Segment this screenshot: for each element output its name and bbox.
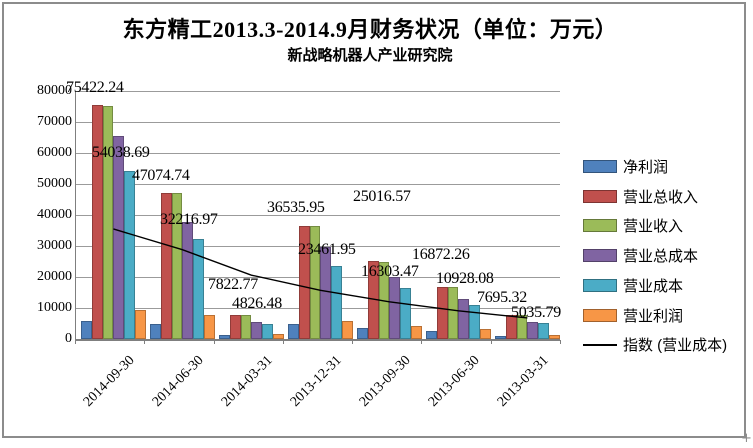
legend-label: 净利润: [623, 159, 669, 176]
bar-营业收入-2014-03-31: [240, 314, 252, 339]
legend-label: 营业利润: [623, 307, 684, 325]
gridline: [75, 153, 560, 154]
gridline: [75, 215, 560, 216]
bar-营业成本-2013-09-30: [400, 288, 411, 339]
data-label: 36535.95: [267, 199, 325, 216]
data-label: 54038.69: [92, 144, 150, 161]
bar-营业总收入-2014-03-31: [229, 314, 241, 339]
data-label: 75422.24: [66, 79, 124, 96]
bar-营业成本-2014-03-31: [262, 324, 273, 339]
legend-item-净利润: 净利润: [583, 156, 668, 177]
data-label: 47074.74: [132, 167, 190, 184]
data-label: 10928.08: [436, 270, 494, 287]
bar-营业成本-2013-06-30: [469, 305, 480, 339]
data-label: 23461.95: [298, 241, 356, 258]
bar-营业总收入-2013-03-31: [505, 315, 517, 339]
bar-营业利润-2014-06-30: [204, 315, 215, 339]
gridline: [75, 122, 560, 123]
y-axis-line: [75, 91, 76, 341]
chart-title: 东方精工2013.3-2014.9月财务状况（单位：万元）: [122, 17, 618, 42]
legend-label: 营业总成本: [623, 248, 699, 266]
legend-item-营业成本: 营业成本: [583, 275, 683, 296]
y-axis-tick-label: 20000: [37, 269, 72, 284]
y-axis-tick-label: 30000: [37, 238, 72, 253]
legend-item-营业总成本: 营业总成本: [583, 245, 698, 266]
bar-营业利润-2013-06-30: [480, 329, 491, 339]
y-axis-tick-label: 50000: [37, 176, 72, 191]
data-label: 5035.79: [511, 304, 561, 321]
x-axis-line: [75, 339, 560, 341]
bar-营业收入-2014-09-30: [102, 105, 114, 339]
resize-handle-icon: +: [741, 431, 752, 446]
bar-营业成本-2014-09-30: [124, 171, 135, 339]
gridline: [75, 184, 560, 185]
x-axis-tick: [213, 340, 215, 344]
x-axis-tick: [75, 340, 76, 344]
legend-label: 营业总收入: [623, 188, 699, 206]
bar-营业利润-2014-09-30: [135, 309, 146, 339]
data-label: 32216.97: [160, 211, 218, 228]
data-label: 16303.47: [361, 263, 419, 280]
x-axis-tick: [282, 340, 284, 344]
y-axis-tick-label: 40000: [37, 207, 72, 222]
bar-营业总成本-2014-06-30: [182, 221, 194, 339]
y-axis-tick-label: 10000: [37, 300, 72, 315]
y-axis-tick-label: 70000: [37, 114, 72, 129]
bar-净利润-2013-03-31: [495, 336, 506, 339]
bar-营业成本-2013-12-31: [331, 266, 342, 339]
legend-item-指数 (营业成本): 指数 (营业成本): [583, 334, 727, 355]
bar-净利润-2013-12-31: [288, 324, 299, 339]
bar-营业收入-2013-03-31: [516, 315, 528, 339]
legend-label: 营业收入: [623, 218, 684, 236]
gridline: [75, 91, 560, 92]
bar-营业总收入-2014-09-30: [91, 105, 103, 339]
legend-line-swatch: [583, 343, 617, 346]
y-axis-tick-label: 60000: [37, 145, 72, 160]
bar-净利润-2013-09-30: [357, 328, 368, 339]
data-label: 7822.77: [208, 276, 258, 293]
bar-净利润-2014-03-31: [219, 335, 230, 339]
bar-营业总成本-2013-06-30: [458, 299, 470, 339]
legend-item-营业总收入: 营业总收入: [583, 186, 698, 207]
bar-营业成本-2014-06-30: [193, 239, 204, 339]
legend-item-营业收入: 营业收入: [583, 215, 683, 236]
bar-营业收入-2013-06-30: [447, 286, 459, 339]
bar-净利润-2014-06-30: [150, 323, 161, 339]
legend-color-swatch: [583, 160, 617, 173]
y-axis-tick-label: 0: [65, 331, 72, 346]
bar-净利润-2014-09-30: [81, 321, 92, 339]
bar-营业总成本-2014-03-31: [251, 321, 263, 339]
bar-营业总成本-2013-03-31: [527, 322, 539, 339]
bar-营业利润-2014-03-31: [273, 334, 284, 339]
bar-营业总成本-2014-09-30: [113, 135, 125, 339]
x-axis-tick: [144, 340, 146, 344]
bar-营业成本-2013-03-31: [538, 323, 549, 339]
data-label: 16872.26: [412, 246, 470, 263]
bar-净利润-2013-06-30: [426, 331, 437, 339]
data-label: 4826.48: [232, 295, 282, 312]
legend-color-swatch: [583, 189, 617, 203]
data-label: 7695.32: [477, 289, 527, 306]
bar-营业总成本-2013-09-30: [389, 277, 401, 339]
legend-color-swatch: [583, 219, 617, 233]
legend-label: 营业成本: [623, 277, 684, 295]
x-axis-tick: [490, 340, 492, 344]
bar-营业利润-2013-09-30: [411, 325, 422, 339]
chart-subtitle: 新战略机器人产业研究院: [287, 48, 453, 64]
bar-营业总成本-2013-12-31: [320, 246, 332, 339]
bar-营业利润-2013-03-31: [549, 335, 560, 339]
legend-item-营业利润: 营业利润: [583, 305, 683, 326]
legend-color-swatch: [583, 249, 617, 263]
x-axis-tick: [421, 340, 423, 344]
x-axis-tick: [560, 340, 561, 344]
bar-营业总收入-2013-06-30: [436, 286, 448, 339]
legend-color-swatch: [583, 308, 617, 322]
bar-营业利润-2013-12-31: [342, 321, 353, 339]
legend-label: 指数 (营业成本): [623, 337, 728, 355]
y-axis-tick-label: 80000: [37, 83, 72, 98]
legend-color-swatch: [583, 278, 617, 292]
x-axis-tick: [352, 340, 354, 344]
data-label: 25016.57: [353, 188, 411, 205]
